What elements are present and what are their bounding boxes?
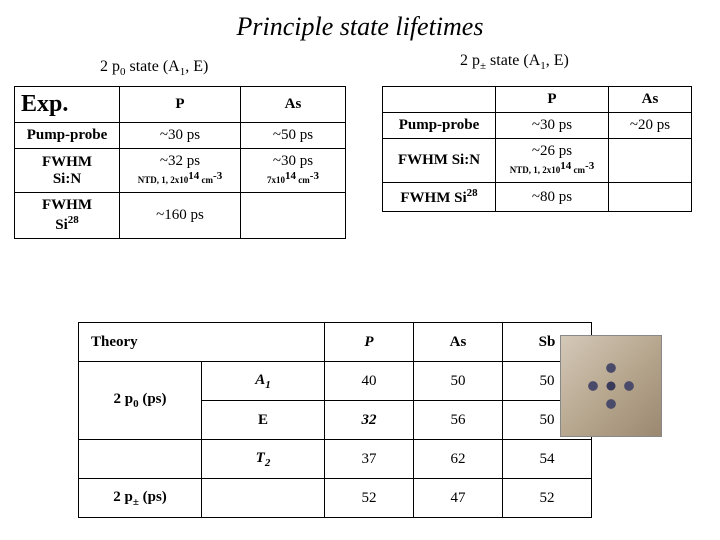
table-row: FWHM Si:N ~26 psNTD, 1, 2x1014 cm-3 <box>383 139 692 183</box>
table-row: FWHM Si28 ~80 ps <box>383 183 692 212</box>
table-row: Exp. P As <box>15 87 346 123</box>
right-state-label: 2 p± state (A1, E) <box>460 52 569 72</box>
table-row: Pump-probe ~30 ps ~20 ps <box>383 113 692 139</box>
orbital-image <box>560 335 662 437</box>
exp-header: Exp. <box>15 87 120 123</box>
table-row: Pump-probe ~30 ps ~50 ps <box>15 123 346 149</box>
col-header: As <box>241 87 346 123</box>
page-title: Principle state lifetimes <box>0 0 720 48</box>
table-row: FWHMSi:N ~32 psNTD, 1, 2x1014 cm-3 ~30 p… <box>15 149 346 193</box>
col-header: P <box>120 87 241 123</box>
table-row: 2 p± (ps) 52 47 52 <box>79 479 592 518</box>
table-row: P As <box>383 87 692 113</box>
table-row: 2 p0 (ps) A1 40 50 50 <box>79 362 592 401</box>
left-state-label: 2 p0 state (A1, E) <box>100 58 208 78</box>
table-row: Theory P As Sb <box>79 323 592 362</box>
table-row: T2 37 62 54 <box>79 440 592 479</box>
table-row: FWHMSi28 ~160 ps <box>15 193 346 239</box>
theory-table: Theory P As Sb 2 p0 (ps) A1 40 50 50 E 3… <box>78 322 592 518</box>
right-table: P As Pump-probe ~30 ps ~20 ps FWHM Si:N … <box>382 86 692 212</box>
exp-table: Exp. P As Pump-probe ~30 ps ~50 ps FWHMS… <box>14 86 346 239</box>
